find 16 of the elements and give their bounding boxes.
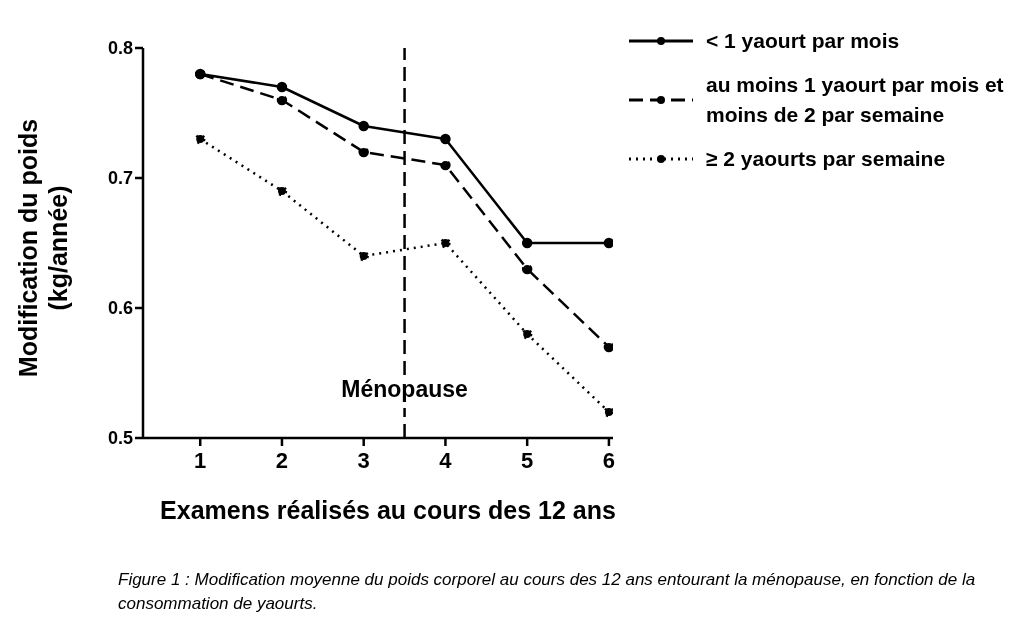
x-tick-label: 1 xyxy=(194,447,207,473)
legend-label: ≥ 2 yaourts par semaine xyxy=(706,146,946,172)
caption: Figure 1 : Modification moyenne du poids corporel au cours des 12 ans entourant la ménopause, en fonction de la consommation de yaourts. xyxy=(118,569,977,615)
x-tick-label: 6 xyxy=(602,447,616,473)
x-tick-label: 2 xyxy=(275,447,289,473)
legend-label: au moins 1 yaourt par mois et moins de 2 par semaine xyxy=(706,72,1005,128)
x-axis-title: Examens réalisés au cours des 12 ans xyxy=(159,496,617,525)
x-tick-label: 3 xyxy=(357,447,370,473)
y-tick-label: 0.8 xyxy=(107,38,133,59)
y-axis-title: Modification du poids (kg/année) xyxy=(13,117,73,380)
x-tick-label: 4 xyxy=(439,447,453,473)
y-tick-label: 0.7 xyxy=(107,168,133,189)
x-tick-label: 5 xyxy=(521,447,534,473)
legend-label: < 1 yaourt par mois xyxy=(706,28,900,54)
y-tick-label: 0.5 xyxy=(107,428,133,449)
y-tick-label: 0.6 xyxy=(107,298,133,319)
